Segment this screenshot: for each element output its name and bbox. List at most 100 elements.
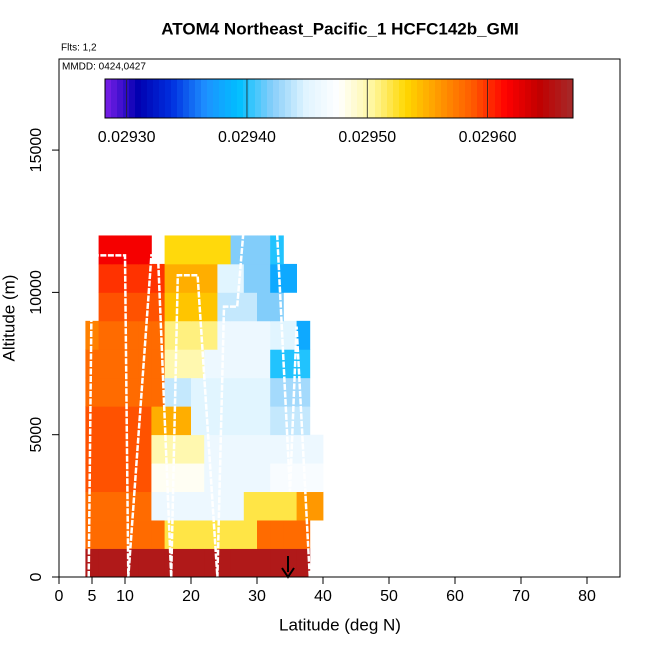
cell (217, 377, 231, 407)
cell (85, 520, 99, 549)
colorbar-swatch (429, 79, 436, 118)
cell (230, 520, 245, 549)
colorbar-swatch (435, 79, 442, 118)
colorbar-swatch (291, 79, 298, 118)
chart-title: ATOM4 Northeast_Pacific_1 HCFC142b_GMI (161, 19, 518, 38)
cell (191, 520, 205, 549)
cell (191, 434, 205, 464)
cell (257, 320, 271, 350)
colorbar-swatch (261, 79, 268, 118)
cell (191, 548, 205, 578)
cell (85, 349, 99, 379)
cell (177, 520, 192, 549)
cell (270, 491, 284, 521)
cell (177, 406, 192, 436)
cell (283, 491, 297, 521)
colorbar-swatch (315, 79, 322, 118)
colorbar-swatch (345, 79, 352, 118)
cell (230, 434, 245, 464)
cell (125, 377, 139, 407)
colorbar-swatch (273, 79, 280, 118)
colorbar-swatch (567, 79, 574, 118)
colorbar-tick-label: 0.02940 (218, 129, 276, 146)
cell (125, 263, 139, 293)
cell (230, 548, 245, 578)
cell (257, 463, 271, 493)
cell (85, 406, 99, 436)
cell (111, 349, 126, 379)
cell (191, 406, 205, 436)
y-axis-label: Altitude (m) (0, 275, 18, 362)
y-tick-label: 10000 (28, 270, 45, 315)
cell (125, 349, 139, 379)
colorbar-swatch (135, 79, 142, 118)
cell (98, 235, 113, 265)
cell (243, 292, 258, 322)
cells (85, 235, 324, 578)
colorbar-swatch (411, 79, 418, 118)
colorbar-swatch (141, 79, 148, 118)
cell (204, 349, 218, 379)
colorbar-swatch (369, 79, 376, 118)
cell (243, 263, 258, 293)
colorbar-swatch (213, 79, 220, 118)
colorbar-swatch (171, 79, 178, 118)
colorbar-frame (104, 78, 574, 119)
cell (257, 377, 271, 407)
colorbar-swatch (399, 79, 406, 118)
cell (85, 377, 99, 407)
colorbar-swatch (381, 79, 388, 118)
x-tick-label: 30 (248, 588, 266, 605)
cell (270, 548, 284, 578)
cell (204, 263, 218, 293)
cell (111, 463, 126, 493)
cell (243, 434, 258, 464)
colorbar-swatch (123, 79, 130, 118)
cell (138, 406, 152, 436)
cell (138, 491, 152, 521)
cell (257, 263, 271, 293)
cell (164, 292, 179, 322)
cell (111, 235, 126, 265)
cell (217, 406, 231, 436)
cell (243, 548, 258, 578)
cell (204, 292, 218, 322)
colorbar-swatch (165, 79, 172, 118)
cell (125, 406, 139, 436)
cell (270, 320, 284, 350)
cell (243, 406, 258, 436)
date-label: MMDD: 0424,0427 (62, 62, 146, 73)
cell (243, 320, 258, 350)
cell (164, 263, 179, 293)
cell (138, 548, 152, 578)
cell (191, 349, 205, 379)
cell (98, 377, 113, 407)
cell (257, 349, 271, 379)
cell (296, 491, 311, 521)
cell (151, 520, 165, 549)
plot-frame (58, 58, 621, 578)
colorbar-swatch (459, 79, 466, 118)
cell (177, 548, 192, 578)
colorbar-swatch (417, 79, 424, 118)
x-tick-label: 80 (578, 588, 596, 605)
cell (177, 349, 192, 379)
cell (191, 491, 205, 521)
colorbar-swatch (201, 79, 208, 118)
cell (283, 263, 297, 293)
cell (270, 263, 284, 293)
cell (98, 349, 113, 379)
cell (151, 377, 165, 407)
cell (151, 491, 165, 521)
colorbar-swatch (465, 79, 472, 118)
x-axis-label: Latitude (deg N) (279, 615, 401, 634)
cell (138, 434, 152, 464)
colorbar-swatch (105, 79, 112, 118)
cell (125, 434, 139, 464)
cell (243, 349, 258, 379)
cell (230, 349, 245, 379)
colorbar-swatch (237, 79, 244, 118)
colorbar-swatch (519, 79, 526, 118)
